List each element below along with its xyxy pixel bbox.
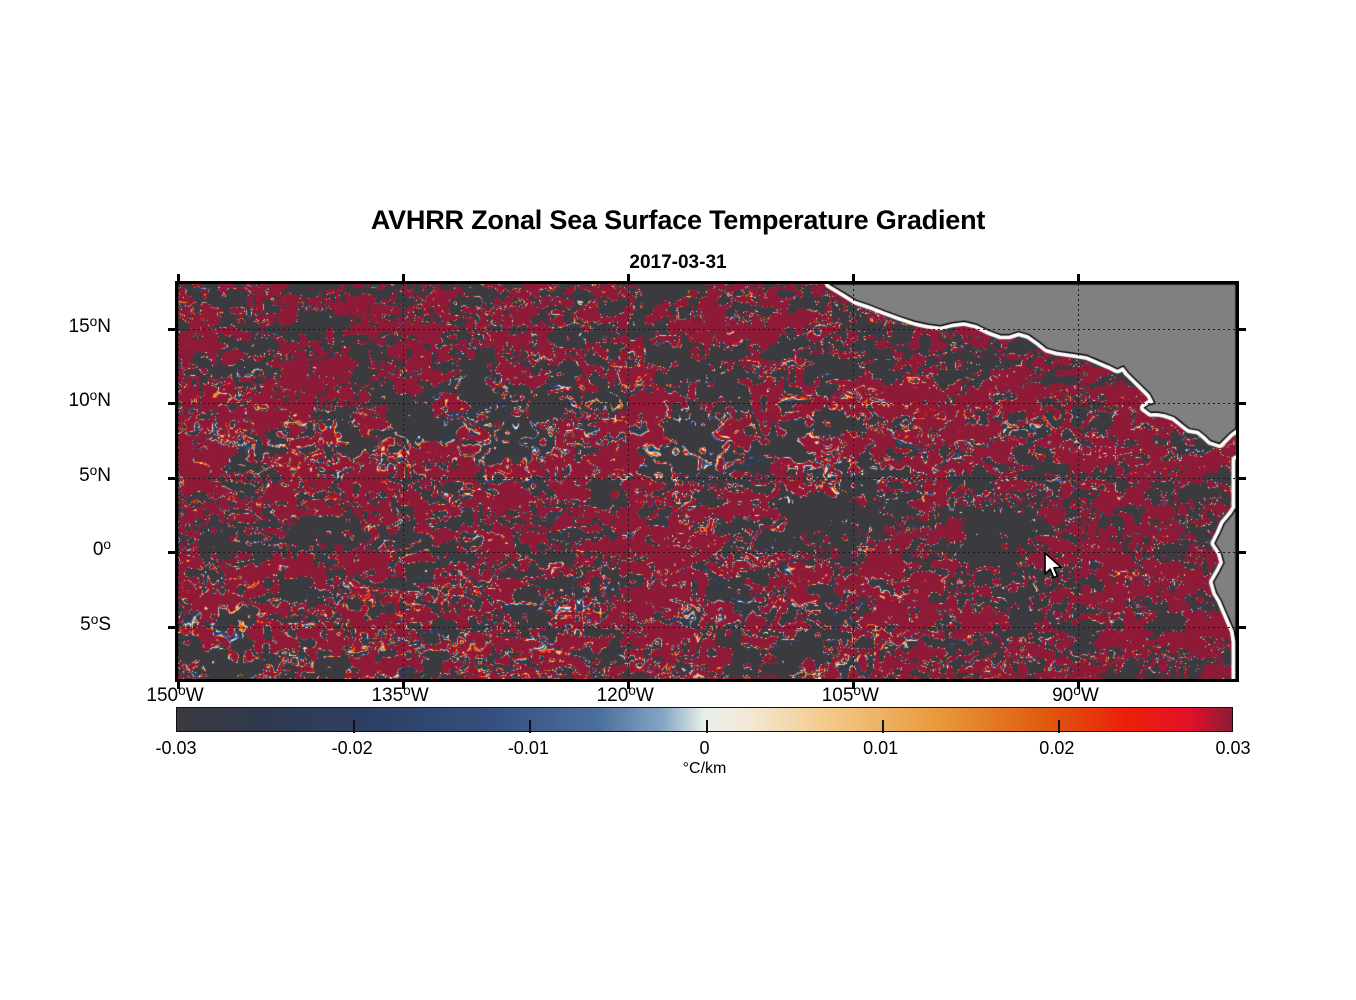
land-mask-overlay [178, 284, 1236, 679]
map-axes[interactable] [168, 274, 1246, 689]
y-tick-label: 10oN [68, 388, 111, 412]
gridline-latitude [178, 627, 1236, 628]
chart-title: AVHRR Zonal Sea Surface Temperature Grad… [370, 205, 986, 235]
tick-mark-longitude [1077, 274, 1080, 284]
colorbar-tick-mark [882, 720, 884, 733]
colorbar-tick-mark [1058, 720, 1060, 733]
y-tick-label: 5oS [80, 611, 111, 635]
y-tick-label: 15oN [68, 313, 111, 337]
colorbar-tick-mark [529, 720, 531, 733]
map-plot-area [178, 284, 1236, 679]
y-tick-label: 0o [92, 537, 111, 561]
tick-mark-latitude [1236, 402, 1246, 405]
y-tick-label: 5oN [79, 462, 111, 486]
tick-mark-longitude [402, 274, 405, 284]
tick-mark-latitude [1236, 551, 1246, 554]
x-tick-label: 120oW [596, 683, 654, 707]
gridline-latitude [178, 403, 1236, 404]
colorbar-tick-label: 0.02 [1039, 738, 1075, 758]
colorbar-unit-label: °C/km [682, 760, 727, 777]
tick-mark-longitude [402, 679, 405, 689]
colorbar-tick-label: 0 [699, 738, 710, 758]
gridline-longitude [628, 284, 629, 679]
chart-subtitle: 2017-03-31 [629, 252, 727, 273]
colorbar-tick-label: -0.01 [507, 738, 549, 758]
tick-mark-latitude [168, 402, 178, 405]
tick-mark-longitude [852, 679, 855, 689]
colorbar-tick-mark [353, 720, 355, 733]
x-tick-label: 90oW [1052, 683, 1099, 707]
tick-mark-latitude [1236, 626, 1246, 629]
colorbar[interactable] [176, 707, 1233, 733]
colorbar-tick-mark [706, 720, 708, 733]
tick-mark-latitude [168, 477, 178, 480]
colorbar-tick-label: -0.02 [331, 738, 373, 758]
tick-mark-latitude [168, 626, 178, 629]
colorbar-tick-label: 0.03 [1215, 738, 1251, 758]
tick-mark-longitude [177, 679, 180, 689]
colorbar-tick-label: -0.03 [155, 738, 197, 758]
tick-mark-latitude [1236, 477, 1246, 480]
gridline-longitude [1078, 284, 1079, 679]
gridline-longitude [403, 284, 404, 679]
tick-mark-longitude [1077, 679, 1080, 689]
x-tick-label: 150oW [146, 683, 204, 707]
colorbar-tick-label: 0.01 [863, 738, 899, 758]
tick-mark-longitude [627, 274, 630, 284]
tick-mark-longitude [627, 679, 630, 689]
gridline-latitude [178, 478, 1236, 479]
x-tick-label: 105oW [821, 683, 879, 707]
tick-mark-latitude [1236, 328, 1246, 331]
x-tick-label: 135oW [371, 683, 429, 707]
gridline-latitude [178, 329, 1236, 330]
gridline-longitude [853, 284, 854, 679]
gridline-longitude [178, 284, 179, 679]
gridline-latitude [178, 552, 1236, 553]
tick-mark-longitude [177, 274, 180, 284]
tick-mark-longitude [852, 274, 855, 284]
colorbar-gradient [177, 708, 1232, 731]
tick-mark-latitude [168, 328, 178, 331]
tick-mark-latitude [168, 551, 178, 554]
